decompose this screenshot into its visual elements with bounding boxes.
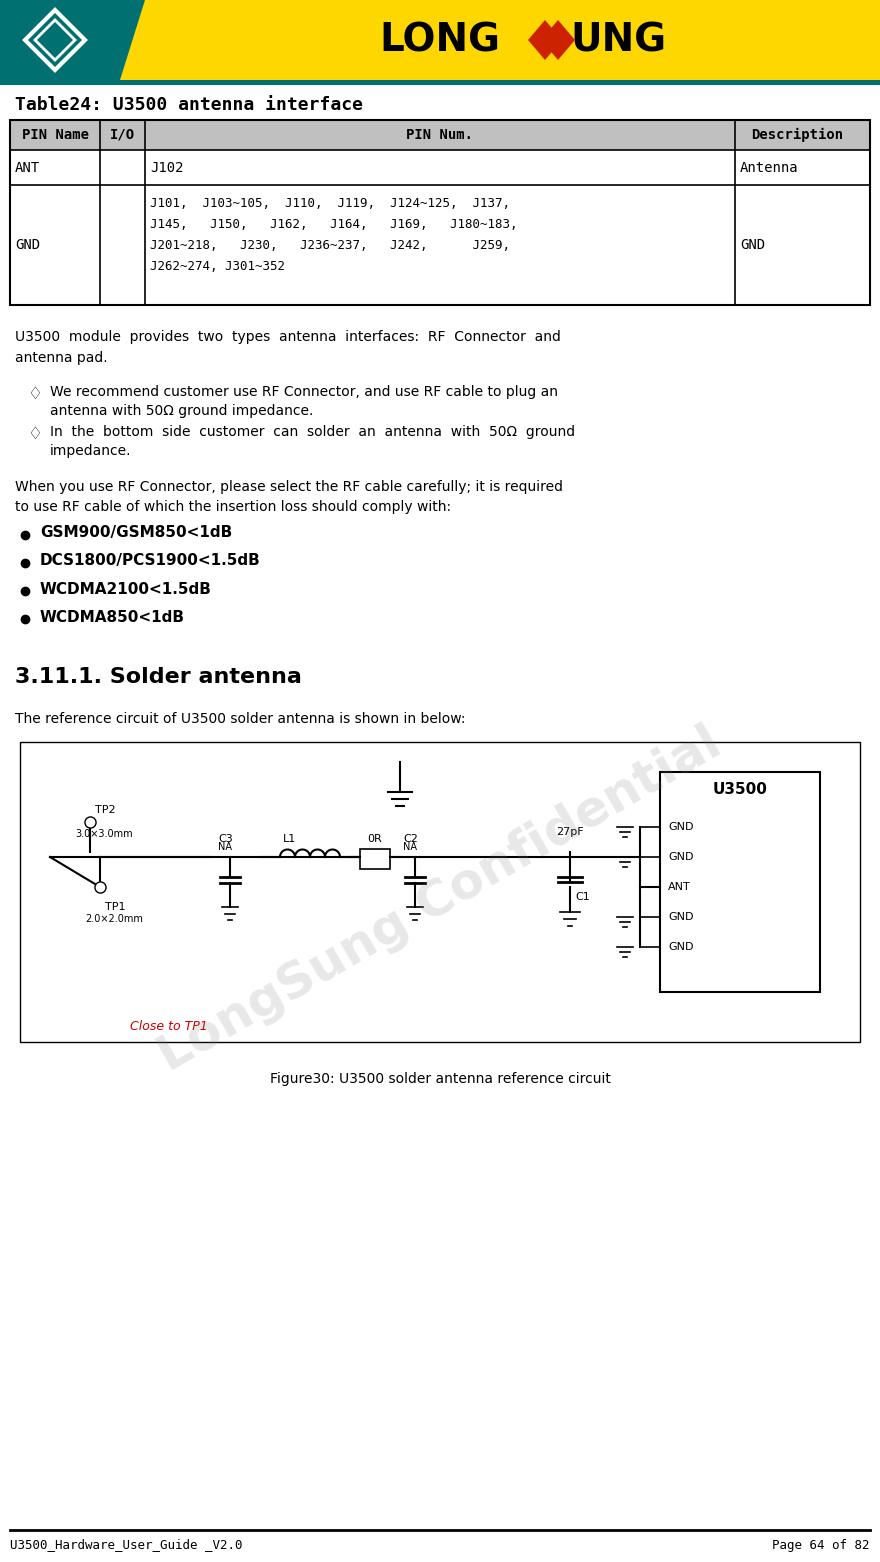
Bar <box>20 742 860 1042</box>
Bar <box>0 80 880 84</box>
Text: GND: GND <box>668 912 693 922</box>
Bar <box>10 120 870 305</box>
Text: DCS1800/PCS1900<1.5dB: DCS1800/PCS1900<1.5dB <box>40 553 260 569</box>
Text: GND: GND <box>740 237 765 251</box>
Bar <box>0 0 880 80</box>
Text: Description: Description <box>752 128 844 142</box>
Text: When you use RF Connector, please select the RF cable carefully; it is required
: When you use RF Connector, please select… <box>15 480 563 514</box>
Text: 0R: 0R <box>368 834 383 843</box>
Bar <box>10 120 870 150</box>
Text: Page 64 of 82: Page 64 of 82 <box>773 1539 870 1551</box>
Text: GND: GND <box>15 237 40 251</box>
Text: 3.11.1. Solder antenna: 3.11.1. Solder antenna <box>15 667 302 687</box>
Text: WCDMA850<1dB: WCDMA850<1dB <box>40 609 185 625</box>
Text: In  the  bottom  side  customer  can  solder  an  antenna  with  50Ω  ground
imp: In the bottom side customer can solder a… <box>50 425 576 459</box>
Polygon shape <box>528 20 562 59</box>
Text: TP2: TP2 <box>95 804 115 815</box>
Text: PIN Num.: PIN Num. <box>407 128 473 142</box>
Text: LongSung Confidential: LongSung Confidential <box>150 719 730 1081</box>
Text: ANT: ANT <box>668 883 691 892</box>
Text: ♢: ♢ <box>27 425 42 444</box>
Text: 2.0×2.0mm: 2.0×2.0mm <box>85 914 143 925</box>
Text: Table24: U3500 antenna interface: Table24: U3500 antenna interface <box>15 95 363 114</box>
Text: U3500_Hardware_User_Guide _V2.0: U3500_Hardware_User_Guide _V2.0 <box>10 1539 243 1551</box>
Text: Figure30: U3500 solder antenna reference circuit: Figure30: U3500 solder antenna reference… <box>269 1072 611 1086</box>
Text: Antenna: Antenna <box>740 161 799 175</box>
Text: NA: NA <box>403 842 417 851</box>
Text: I/O: I/O <box>110 128 135 142</box>
Text: LONG: LONG <box>379 20 500 59</box>
Text: 3.0×3.0mm: 3.0×3.0mm <box>75 829 133 839</box>
Text: J102: J102 <box>150 161 184 175</box>
Bar <box>0 0 120 80</box>
Text: J101,  J103~105,  J110,  J119,  J124~125,  J137,
J145,   J150,   J162,   J164,  : J101, J103~105, J110, J119, J124~125, J1… <box>150 197 517 273</box>
Text: PIN Name: PIN Name <box>21 128 89 142</box>
Text: We recommend customer use RF Connector, and use RF cable to plug an
antenna with: We recommend customer use RF Connector, … <box>50 384 558 419</box>
Text: L1: L1 <box>283 834 297 843</box>
Text: C1: C1 <box>575 892 590 901</box>
Text: ANT: ANT <box>15 161 40 175</box>
Text: TP1: TP1 <box>105 901 126 912</box>
Text: Close to TP1: Close to TP1 <box>130 1020 208 1034</box>
Text: U3500  module  provides  two  types  antenna  interfaces:  RF  Connector  and
an: U3500 module provides two types antenna … <box>15 330 561 364</box>
Text: NA: NA <box>218 842 232 851</box>
Text: ♢: ♢ <box>27 384 42 403</box>
Text: UNG: UNG <box>570 20 666 59</box>
Text: The reference circuit of U3500 solder antenna is shown in below:: The reference circuit of U3500 solder an… <box>15 712 466 726</box>
Bar <box>360 850 390 868</box>
Text: GSM900/GSM850<1dB: GSM900/GSM850<1dB <box>40 525 232 540</box>
Polygon shape <box>541 20 575 59</box>
Polygon shape <box>0 0 145 80</box>
Text: U3500: U3500 <box>713 783 767 798</box>
Text: C2: C2 <box>403 834 418 843</box>
Bar <box>660 772 820 992</box>
Text: GND: GND <box>668 942 693 951</box>
Text: GND: GND <box>668 851 693 862</box>
Text: 27pF: 27pF <box>556 826 583 837</box>
Text: GND: GND <box>668 822 693 833</box>
Text: WCDMA2100<1.5dB: WCDMA2100<1.5dB <box>40 581 212 597</box>
Text: C3: C3 <box>218 834 232 843</box>
